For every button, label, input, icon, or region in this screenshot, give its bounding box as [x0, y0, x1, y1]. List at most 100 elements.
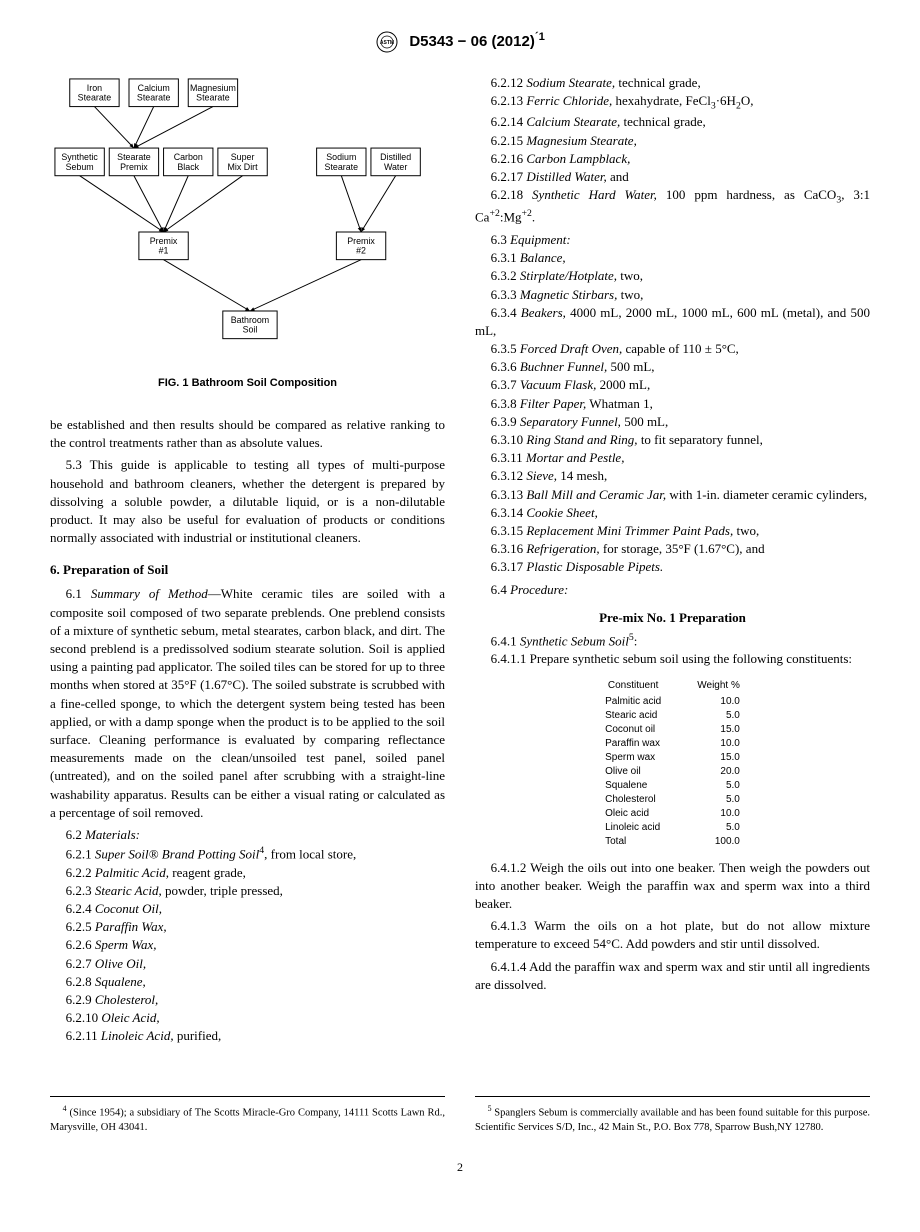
table-cell: 10.0	[679, 807, 758, 821]
figure-caption: FIG. 1 Bathroom Soil Composition	[50, 376, 445, 391]
list-item: 6.3.15 Replacement Mini Trimmer Paint Pa…	[475, 522, 870, 540]
materials-label: Materials:	[85, 827, 140, 842]
num-6-1: 6.1	[66, 586, 91, 601]
footnotes-row: 4 (Since 1954); a subsidiary of The Scot…	[50, 1066, 870, 1140]
num: 6.4.1	[491, 633, 520, 648]
table-cell: Sperm wax	[587, 751, 679, 765]
svg-text:Stearate: Stearate	[137, 93, 171, 103]
table-cell: 100.0	[679, 835, 758, 849]
list-item: 6.2.17 Distilled Water, and	[475, 168, 870, 186]
table-row: Stearic acid5.0	[587, 709, 758, 723]
num-6-4: 6.4	[491, 582, 511, 597]
list-item: 6.2.1 Super Soil® Brand Potting Soil4, f…	[50, 844, 445, 864]
list-item: 6.3.8 Filter Paper, Whatman 1,	[475, 395, 870, 413]
list-item: 6.2.3 Stearic Acid, powder, triple press…	[50, 882, 445, 900]
t1: 100 ppm hardness, as CaCO	[657, 187, 836, 202]
svg-text:ASTM: ASTM	[380, 40, 394, 46]
num: 6.2.18	[491, 187, 532, 202]
list-item: 6.2.12 Sodium Stearate, technical grade,	[475, 74, 870, 92]
table-cell: 5.0	[679, 779, 758, 793]
item-6-2-18: 6.2.18 Synthetic Hard Water, 100 ppm har…	[475, 186, 870, 227]
svg-text:Iron: Iron	[87, 83, 102, 93]
svg-text:Distilled: Distilled	[380, 152, 411, 162]
svg-text:Premix: Premix	[120, 162, 148, 172]
table-row: Squalene5.0	[587, 779, 758, 793]
list-item: 6.3.10 Ring Stand and Ring, to fit separ…	[475, 431, 870, 449]
table-cell: 5.0	[679, 821, 758, 835]
svg-text:Stearate: Stearate	[117, 152, 151, 162]
it: Synthetic Sebum Soil	[520, 633, 629, 648]
svg-text:#1: #1	[159, 246, 169, 256]
list-item: 6.3.12 Sieve, 14 mesh,	[475, 467, 870, 485]
table-row: Cholesterol5.0	[587, 793, 758, 807]
table-row: Olive oil20.0	[587, 765, 758, 779]
list-item: 6.3.13 Ball Mill and Ceramic Jar, with 1…	[475, 486, 870, 504]
table-cell: 10.0	[679, 737, 758, 751]
list-item: 6.3.14 Cookie Sheet,	[475, 504, 870, 522]
list-item: 6.3.6 Buchner Funnel, 500 mL,	[475, 358, 870, 376]
list-item: 6.3.16 Refrigeration, for storage, 35°F …	[475, 540, 870, 558]
list-item: 6.3.17 Plastic Disposable Pipets.	[475, 558, 870, 576]
list-item: 6.3.11 Mortar and Pestle,	[475, 449, 870, 467]
list-item: 6.2.9 Cholesterol,	[50, 991, 445, 1009]
list-item: 6.3.1 Balance,	[475, 249, 870, 267]
svg-text:Mix Dirt: Mix Dirt	[228, 162, 259, 172]
table-cell: Olive oil	[587, 765, 679, 779]
para-6-1: 6.1 Summary of Method—White ceramic tile…	[50, 585, 445, 821]
table-cell: Oleic acid	[587, 807, 679, 821]
procedure-head: 6.4 Procedure:	[475, 581, 870, 599]
list-item: 6.2.14 Calcium Stearate, technical grade…	[475, 113, 870, 131]
para-5-3: 5.3 This guide is applicable to testing …	[50, 456, 445, 547]
table-cell: 15.0	[679, 723, 758, 737]
list-item: 6.2.16 Carbon Lampblack,	[475, 150, 870, 168]
materials-head: 6.2 Materials:	[50, 826, 445, 844]
equipment-head: 6.3 Equipment:	[475, 231, 870, 249]
svg-text:Water: Water	[384, 162, 407, 172]
num-6-3: 6.3	[491, 232, 511, 247]
list-item: 6.3.4 Beakers, 4000 mL, 2000 mL, 1000 mL…	[475, 304, 870, 340]
svg-text:Stearate: Stearate	[325, 162, 359, 172]
table-cell: 20.0	[679, 765, 758, 779]
premix-heading: Pre-mix No. 1 Preparation	[475, 609, 870, 627]
table-cell: 15.0	[679, 751, 758, 765]
para-6-4-1: 6.4.1 Synthetic Sebum Soil5:	[475, 631, 870, 651]
list-item: 6.2.15 Magnesium Stearate,	[475, 132, 870, 150]
svg-text:Premix: Premix	[347, 236, 375, 246]
list-item: 6.2.8 Squalene,	[50, 973, 445, 991]
table-cell: Coconut oil	[587, 723, 679, 737]
sup2: +2	[522, 208, 532, 219]
table-cell: Squalene	[587, 779, 679, 793]
svg-text:Bathroom: Bathroom	[231, 315, 269, 325]
svg-text:Black: Black	[177, 162, 199, 172]
list-item: 6.2.10 Oleic Acid,	[50, 1009, 445, 1027]
summary-label: Summary of Method	[91, 586, 208, 601]
flowchart-svg: IronStearateCalciumStearateMagnesiumStea…	[50, 74, 445, 360]
list-item: 6.3.5 Forced Draft Oven, capable of 110 …	[475, 340, 870, 358]
svg-text:Carbon: Carbon	[174, 152, 203, 162]
svg-text:Calcium: Calcium	[138, 83, 170, 93]
t3: :Mg	[500, 210, 522, 225]
svg-text:Soil: Soil	[243, 325, 258, 335]
svg-text:Premix: Premix	[150, 236, 178, 246]
list-item: 6.2.7 Olive Oil,	[50, 955, 445, 973]
table-cell: Cholesterol	[587, 793, 679, 807]
svg-text:#2: #2	[356, 246, 366, 256]
svg-text:Magnesium: Magnesium	[190, 83, 236, 93]
epsilon: ´1	[535, 31, 545, 43]
table-cell: Stearic acid	[587, 709, 679, 723]
para-intro: be established and then results should b…	[50, 416, 445, 452]
table-row: Coconut oil15.0	[587, 723, 758, 737]
fn5-text: Spanglers Sebum is commercially availabl…	[475, 1107, 870, 1133]
svg-text:Super: Super	[231, 152, 255, 162]
list-item: 6.2.11 Linoleic Acid, purified,	[50, 1027, 445, 1045]
it: Synthetic Hard Water,	[532, 187, 657, 202]
svg-text:Sodium: Sodium	[326, 152, 356, 162]
table-row: Palmitic acid10.0	[587, 695, 758, 709]
list-item: 6.3.9 Separatory Funnel, 500 mL,	[475, 413, 870, 431]
table-row: Sperm wax15.0	[587, 751, 758, 765]
num-6-2: 6.2	[66, 827, 86, 842]
para-6-4-1-1: 6.4.1.1 Prepare synthetic sebum soil usi…	[475, 650, 870, 668]
table-cell: 5.0	[679, 709, 758, 723]
footnote-5: 5 Spanglers Sebum is commercially availa…	[475, 1096, 870, 1136]
constituent-table: ConstituentWeight % Palmitic acid10.0Ste…	[587, 677, 758, 849]
